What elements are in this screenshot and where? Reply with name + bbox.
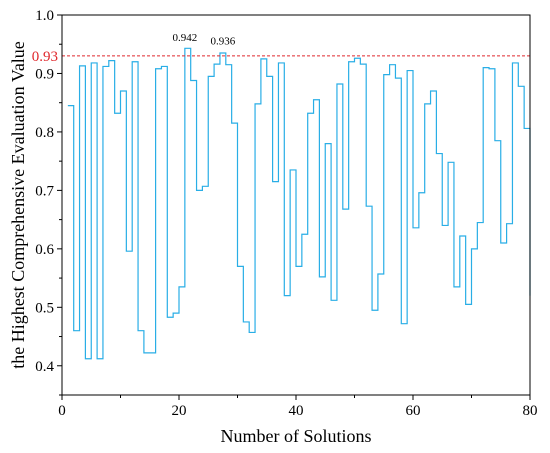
axis-ticks: 0.93 0.942 0.936 0 20 40 60 80 0.4 0.5 0.6 0.7 0.8 0.… [32,8,538,419]
x-axis-title: Number of Solutions [221,426,372,446]
series-line-0 [67,47,531,360]
plot-marks [62,47,531,360]
y-tick-label: 0.6 [35,242,54,258]
annotation-label-0: 0.942 [172,32,197,44]
annotation-label-1: 0.936 [211,35,236,47]
y-axis-title: the Highest Comprehensive Evaluation Val… [8,41,28,369]
y-tick-label: 0.7 [35,183,54,199]
y-tick-label: 0.9 [35,66,54,82]
y-tick-label: 0.5 [35,300,54,316]
x-tick-label: 40 [289,403,304,419]
y-tick-label: 1.0 [35,8,54,24]
x-tick-label: 80 [523,403,538,419]
x-tick-label: 0 [58,403,66,419]
reference-line-label: 0.93 [32,49,58,65]
y-tick-label: 0.4 [35,359,54,375]
x-tick-label: 60 [406,403,421,419]
y-tick-label: 0.8 [35,125,54,141]
x-tick-label: 20 [172,403,187,419]
